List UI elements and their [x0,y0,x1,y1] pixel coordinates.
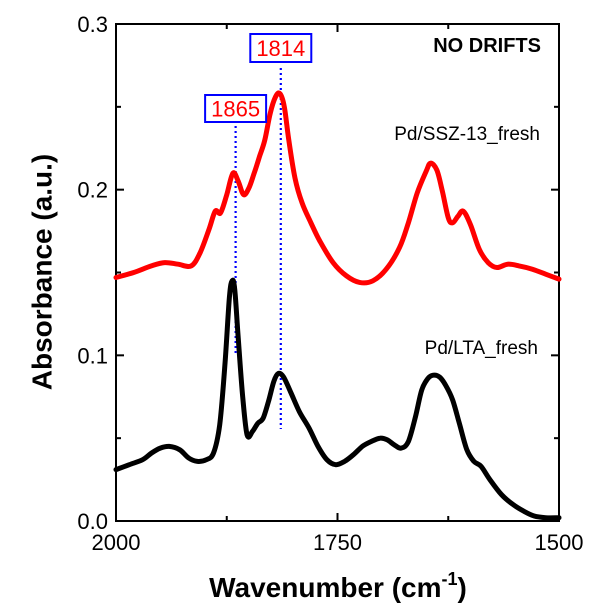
x-axis-title: Wavenumber (cm-1) [209,569,467,603]
plot-frame [115,23,560,522]
y-axis-title: Absorbance (a.u.) [26,154,57,390]
series-label-lta: Pd/LTA_fresh [425,338,538,359]
series-line [113,277,562,521]
x-tick-label: 1750 [313,530,362,555]
peak-label: 1865 [211,97,260,122]
peak-label-box [249,33,313,63]
x-tick-label: 1500 [535,530,584,555]
peak-label: 1814 [256,36,305,61]
annotation-title: NO DRIFTS [433,35,541,57]
annotations: Pd/SSZ-13_fresh Pd/LTA_fresh 1865 1814 NO DR… [204,33,541,359]
y-tick-label: 0.3 [77,12,108,37]
y-tick-label: 0.0 [77,509,108,534]
series-group [113,90,562,521]
x-tick-label: 2000 [92,530,141,555]
axis-tick-labels: 0.0 0.1 0.2 0.3 2000 1750 1500 [77,12,583,555]
series-line [113,90,562,286]
y-tick-label: 0.2 [77,178,108,203]
axis-ticks [115,23,560,522]
peak-guides [234,68,282,429]
x-axis-title-main: Wavenumber (cm [209,572,441,603]
y-tick-label: 0.1 [77,343,108,368]
series-label-ssz13: Pd/SSZ-13_fresh [394,124,540,145]
peak-label-box [204,94,268,123]
x-axis-title-sup: -1 [442,569,458,589]
x-axis-title-close: ) [458,572,467,603]
